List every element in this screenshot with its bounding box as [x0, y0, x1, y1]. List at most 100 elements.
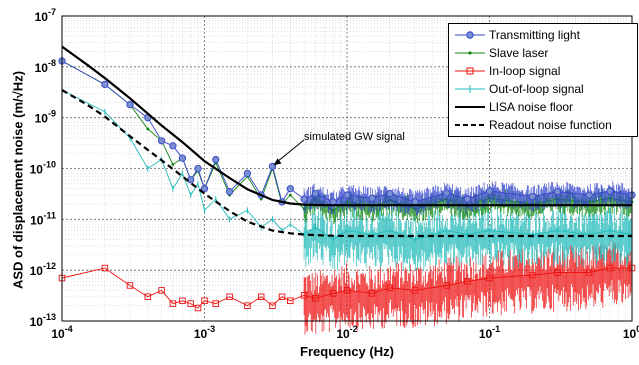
legend-label: Readout noise function	[489, 118, 612, 132]
point-in-loop-signal	[257, 293, 265, 300]
series-layer	[58, 45, 636, 335]
legend-label: Transmitting light	[489, 28, 580, 42]
x-axis-label: Frequency (Hz)	[300, 344, 394, 359]
point-in-loop-signal	[179, 297, 186, 305]
legend-label: Out-of-loop signal	[489, 82, 584, 96]
y-axis-label: ASD of displacement noise (m/√Hz)	[10, 70, 26, 290]
series-readout-noise-function	[61, 89, 632, 238]
point-in-loop-signal	[226, 293, 233, 300]
point-transmitting-light	[194, 164, 202, 173]
point-slave-laser	[146, 127, 150, 131]
point-in-loop-signal	[101, 264, 109, 272]
legend-swatch-in-loop-signal	[455, 67, 485, 75]
legend: Transmitting light Slave laser In-loop s…	[448, 23, 638, 137]
point-transmitting-light	[343, 191, 351, 199]
point-slave-laser	[331, 208, 335, 212]
point-in-loop-signal	[368, 290, 376, 297]
point-transmitting-light	[585, 191, 593, 199]
y-tick-label: 10-10	[30, 160, 56, 177]
point-in-loop-signal	[529, 271, 536, 279]
point-in-loop-signal	[312, 295, 319, 302]
series-line-out-of-loop-signal	[61, 89, 633, 241]
y-tick-label: 10-7	[35, 7, 56, 24]
point-in-loop-signal	[201, 297, 208, 305]
point-in-loop-signal	[585, 269, 593, 276]
series-line-readout-noise-function	[61, 89, 632, 238]
legend-entry-readout-noise-function: Readout noise function	[449, 116, 637, 134]
series-transmitting-light	[58, 57, 636, 216]
point-transmitting-light	[606, 187, 614, 195]
legend-entry-transmitting-light: Transmitting light	[449, 26, 637, 44]
legend-label: LISA noise floor	[489, 100, 574, 114]
y-tick-label: 10-8	[35, 58, 56, 75]
point-transmitting-light	[311, 190, 320, 198]
point-in-loop-signal	[486, 274, 493, 282]
legend-swatch-out-of-loop-signal	[455, 85, 485, 93]
y-axis-label-wrap: ASD of displacement noise (m/√Hz)	[8, 60, 28, 300]
point-in-loop-signal	[300, 292, 308, 299]
point-transmitting-light	[225, 188, 234, 196]
y-tick-label: 10-11	[30, 210, 56, 227]
series-line-in-loop-signal	[61, 267, 632, 309]
series-lisa-noise-floor	[61, 45, 632, 207]
series-in-loop-signal	[58, 240, 636, 335]
legend-entry-out-of-loop-signal: Out-of-loop signal	[449, 80, 637, 98]
point-in-loop-signal	[554, 269, 561, 276]
point-in-loop-signal	[169, 300, 177, 307]
annotation-layer	[273, 139, 305, 166]
point-transmitting-light	[300, 195, 308, 203]
point-transmitting-light	[101, 80, 109, 89]
point-transmitting-light	[200, 185, 209, 193]
point-transmitting-light	[286, 185, 294, 193]
point-transmitting-light	[169, 142, 177, 150]
x-tick-label: 100	[623, 324, 639, 341]
point-transmitting-light	[528, 192, 537, 201]
point-in-loop-signal	[411, 287, 419, 294]
y-tick-label: 10-9	[35, 109, 56, 126]
point-in-loop-signal	[287, 297, 294, 305]
legend-entry-slave-laser: Slave laser	[449, 44, 637, 62]
series-line-lisa-noise-floor	[61, 45, 632, 207]
x-tick-label: 10-1	[479, 324, 500, 341]
legend-entry-lisa-noise-floor: LISA noise floor	[449, 98, 637, 116]
point-transmitting-light	[368, 194, 376, 202]
point-transmitting-light	[442, 189, 451, 197]
y-tick-label: 10-13	[30, 312, 56, 329]
legend-label: In-loop signal	[489, 64, 561, 78]
legend-label: Slave laser	[489, 46, 549, 60]
point-in-loop-signal	[606, 264, 614, 272]
annotation-arrow-head	[273, 158, 282, 166]
plot-frame	[61, 15, 633, 322]
point-transmitting-light	[157, 137, 166, 145]
legend-swatch-slave-laser	[455, 51, 485, 55]
point-in-loop-signal	[194, 304, 202, 312]
point-in-loop-signal	[269, 302, 276, 309]
x-tick-label: 10-4	[51, 324, 72, 341]
point-in-loop-signal	[126, 282, 134, 289]
point-in-loop-signal	[443, 282, 450, 289]
point-slave-laser	[171, 163, 175, 166]
point-transmitting-light	[126, 101, 134, 109]
point-in-loop-signal	[158, 287, 165, 294]
annotation-arrow-line	[276, 139, 305, 163]
point-in-loop-signal	[343, 287, 351, 294]
point-in-loop-signal	[212, 300, 220, 307]
point-in-loop-signal	[464, 278, 471, 285]
noise-band-in-loop-signal	[303, 240, 633, 335]
point-transmitting-light	[212, 155, 220, 164]
x-tick-label: 10-2	[336, 324, 357, 341]
point-slave-laser	[288, 193, 292, 197]
legend-swatch-readout-noise-function	[455, 124, 485, 126]
tick-labels: 10-4 10-3 10-2 10-1 100 10-7 10-8 10-9 10-10 10-1…	[30, 7, 639, 341]
legend-swatch-lisa-noise-floor	[455, 106, 485, 108]
point-transmitting-light	[485, 187, 494, 195]
legend-swatch-transmitting-light	[455, 31, 485, 39]
annotation-simulated-gw-signal: simulated GW signal	[304, 131, 405, 143]
point-transmitting-light	[386, 190, 394, 198]
point-in-loop-signal	[329, 290, 337, 297]
x-tick-label: 10-3	[194, 324, 215, 341]
legend-entry-in-loop-signal: In-loop signal	[449, 62, 637, 80]
point-transmitting-light	[243, 169, 252, 178]
point-in-loop-signal	[386, 284, 394, 292]
